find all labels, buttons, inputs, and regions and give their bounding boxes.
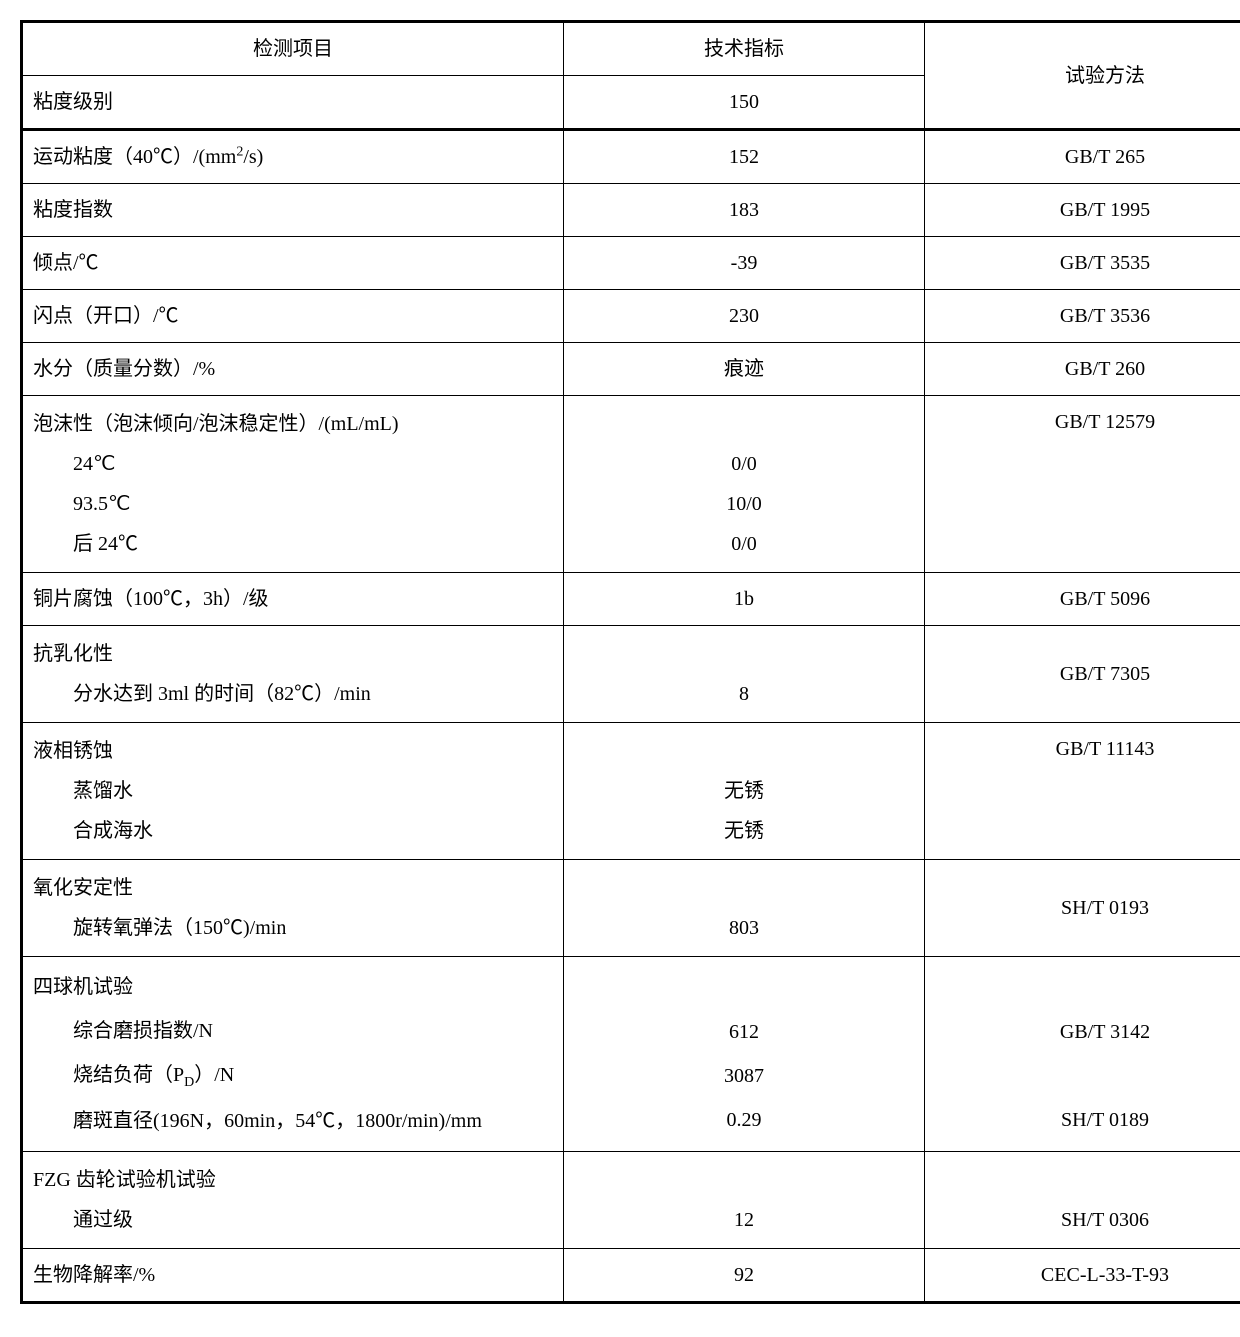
row-pour-point-label: 倾点/℃ bbox=[22, 237, 564, 290]
row-kinematic-viscosity-label: 运动粘度（40℃）/(mm2/s) bbox=[22, 130, 564, 184]
row-water-content-label: 水分（质量分数）/% bbox=[22, 343, 564, 396]
row-foam-method: GB/T 12579 bbox=[925, 396, 1240, 573]
row-biodeg-label: 生物降解率/% bbox=[22, 1248, 564, 1302]
cell-text: 抗乳化性 bbox=[33, 643, 113, 665]
cell-v3: 0.29 bbox=[574, 1098, 914, 1142]
cell-v: 8 bbox=[574, 674, 914, 714]
header-col3: 试验方法 bbox=[925, 22, 1240, 130]
cell-sub1: 分水达到 3ml 的时间（82℃）/min bbox=[33, 674, 553, 714]
row-copper-corrosion-label: 铜片腐蚀（100℃，3h）/级 bbox=[22, 573, 564, 626]
row-rust-label: 液相锈蚀 蒸馏水 合成海水 bbox=[22, 723, 564, 860]
row-oxidation-method: SH/T 0193 bbox=[925, 860, 1240, 957]
cell-sub3: 后 24℃ bbox=[33, 524, 553, 564]
row-copper-corrosion-method: GB/T 5096 bbox=[925, 573, 1240, 626]
row-fzg-label: FZG 齿轮试验机试验 通过级 bbox=[22, 1151, 564, 1248]
cell-v1: 612 bbox=[574, 1010, 914, 1054]
cell-text: 泡沫性（泡沫倾向/泡沫稳定性）/(mL/mL) bbox=[33, 413, 399, 435]
row-flash-point-label: 闪点（开口）/℃ bbox=[22, 290, 564, 343]
cell-v3: 0/0 bbox=[574, 524, 914, 564]
row-flash-point-method: GB/T 3536 bbox=[925, 290, 1240, 343]
row-rust-method: GB/T 11143 bbox=[925, 723, 1240, 860]
cell-v2: 10/0 bbox=[574, 484, 914, 524]
row-flash-point-value: 230 bbox=[564, 290, 925, 343]
row-fzg-value: 12 bbox=[564, 1151, 925, 1248]
row-fourball-label: 四球机试验 综合磨损指数/N 烧结负荷（PD）/N 磨斑直径(196N，60mi… bbox=[22, 957, 564, 1152]
header-col1: 检测项目 bbox=[22, 22, 564, 76]
row-pour-point-method: GB/T 3535 bbox=[925, 237, 1240, 290]
cell-sub1: 24℃ bbox=[33, 444, 553, 484]
row-viscosity-index-label: 粘度指数 bbox=[22, 184, 564, 237]
row-viscosity-grade-value: 150 bbox=[564, 76, 925, 130]
row-foam-label: 泡沫性（泡沫倾向/泡沫稳定性）/(mL/mL) 24℃ 93.5℃ 后 24℃ bbox=[22, 396, 564, 573]
cell-v1: 0/0 bbox=[574, 444, 914, 484]
row-water-content-value: 痕迹 bbox=[564, 343, 925, 396]
row-biodeg-value: 92 bbox=[564, 1248, 925, 1302]
row-foam-value: 0/0 10/0 0/0 bbox=[564, 396, 925, 573]
cell-sub1: 蒸馏水 bbox=[33, 771, 553, 811]
row-viscosity-grade-label: 粘度级别 bbox=[22, 76, 564, 130]
row-pour-point-value: -39 bbox=[564, 237, 925, 290]
row-fzg-method: SH/T 0306 bbox=[925, 1151, 1240, 1248]
cell-sub2: 烧结负荷（PD）/N bbox=[33, 1053, 553, 1099]
row-oxidation-label: 氧化安定性 旋转氧弹法（150℃)/min bbox=[22, 860, 564, 957]
cell-sub3: 磨斑直径(196N，60min，54℃，1800r/min)/mm bbox=[33, 1099, 553, 1143]
spec-table: 检测项目 技术指标 试验方法 粘度级别 150 运动粘度（40℃）/(mm2/s… bbox=[20, 20, 1240, 1304]
row-copper-corrosion-value: 1b bbox=[564, 573, 925, 626]
row-demulsibility-method: GB/T 7305 bbox=[925, 626, 1240, 723]
cell-m1: GB/T 3142 bbox=[935, 1010, 1240, 1054]
cell-text: 液相锈蚀 bbox=[33, 740, 113, 762]
row-kinematic-viscosity-value: 152 bbox=[564, 130, 925, 184]
cell-v: 803 bbox=[574, 908, 914, 948]
row-kinematic-viscosity-method: GB/T 265 bbox=[925, 130, 1240, 184]
row-viscosity-index-method: GB/T 1995 bbox=[925, 184, 1240, 237]
cell-text: 氧化安定性 bbox=[33, 877, 133, 899]
cell-v: 12 bbox=[574, 1200, 914, 1240]
row-demulsibility-value: 8 bbox=[564, 626, 925, 723]
cell-v2: 无锈 bbox=[574, 811, 914, 851]
cell-sub2: 合成海水 bbox=[33, 811, 553, 851]
cell-sub1: 综合磨损指数/N bbox=[33, 1009, 553, 1053]
cell-sub2: 93.5℃ bbox=[33, 484, 553, 524]
row-water-content-method: GB/T 260 bbox=[925, 343, 1240, 396]
cell-v2: 3087 bbox=[574, 1054, 914, 1098]
row-biodeg-method: CEC-L-33-T-93 bbox=[925, 1248, 1240, 1302]
row-fourball-method: GB/T 3142 SH/T 0189 bbox=[925, 957, 1240, 1152]
cell-v1: 无锈 bbox=[574, 771, 914, 811]
row-demulsibility-label: 抗乳化性 分水达到 3ml 的时间（82℃）/min bbox=[22, 626, 564, 723]
row-fourball-value: 612 3087 0.29 bbox=[564, 957, 925, 1152]
cell-text: 四球机试验 bbox=[33, 976, 133, 998]
cell-sub1: 通过级 bbox=[33, 1200, 553, 1240]
cell-m: SH/T 0306 bbox=[935, 1200, 1240, 1240]
row-rust-value: 无锈 无锈 bbox=[564, 723, 925, 860]
cell-text: 运动粘度（40℃）/(mm2/s) bbox=[33, 146, 263, 168]
row-oxidation-value: 803 bbox=[564, 860, 925, 957]
cell-m2: SH/T 0189 bbox=[935, 1098, 1240, 1142]
row-viscosity-index-value: 183 bbox=[564, 184, 925, 237]
cell-sub1: 旋转氧弹法（150℃)/min bbox=[33, 908, 553, 948]
cell-text: FZG 齿轮试验机试验 bbox=[33, 1169, 216, 1191]
header-col2: 技术指标 bbox=[564, 22, 925, 76]
